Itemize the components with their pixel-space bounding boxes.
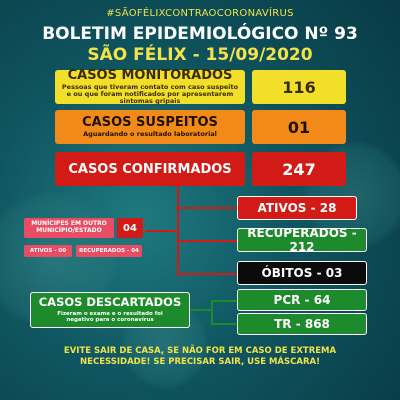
connector-line <box>190 309 212 311</box>
pcr-box: PCR - 64 <box>237 289 367 311</box>
outro-municipio-label: MUNÍCIPES EM OUTRO MUNICÍPIO/ESTADO <box>31 220 107 234</box>
pcr-text: PCR - 64 <box>273 293 331 307</box>
outro-municipio-ativos-box: ATIVOS - 00 <box>24 245 72 257</box>
confirmados-box: CASOS CONFIRMADOS <box>55 152 245 186</box>
outro-municipio-value-box: 04 <box>117 218 143 238</box>
ativos-box: ATIVOS - 28 <box>237 196 357 220</box>
suspeitos-value-box: 01 <box>252 110 346 144</box>
confirmados-value-box: 247 <box>252 152 346 186</box>
outro-municipio-value: 04 <box>123 222 137 234</box>
footer-line-1: EVITE SAIR DE CASA, SE NÃO FOR EM CASO D… <box>63 346 337 356</box>
suspeitos-label: CASOS SUSPEITOS <box>82 114 218 130</box>
outro-municipio-recuperados-box: RECUPERADOS - 04 <box>76 245 142 257</box>
monitorados-value: 116 <box>282 77 316 97</box>
monitorados-label: CASOS MONITORADOS <box>67 67 233 83</box>
connector-line <box>211 300 213 324</box>
connector-line <box>211 300 237 302</box>
connector-line <box>211 323 237 325</box>
connector-line <box>145 230 177 232</box>
suspeitos-note: Aguardando o resultado laboratorial <box>83 129 217 138</box>
outro-municipio-label-box: MUNÍCIPES EM OUTRO MUNICÍPIO/ESTADO <box>24 218 114 238</box>
tr-text: TR - 868 <box>274 317 330 331</box>
tr-box: TR - 868 <box>237 313 367 335</box>
connector-line <box>177 207 237 209</box>
ativos-text: ATIVOS - 28 <box>257 201 337 215</box>
footer-line-2: NECESSIDADE! SE PRECISAR SAIR, USE MÁSCA… <box>80 357 320 368</box>
descartados-note: Fizeram o exame e o resultado foi negati… <box>57 310 163 323</box>
recuperados-text: RECUPERADOS - 212 <box>247 226 357 254</box>
connector-line <box>177 273 237 275</box>
obitos-box: ÓBITOS - 03 <box>237 261 367 285</box>
connector-line <box>177 240 237 242</box>
page-subtitle: SÃO FÉLIX - 15/09/2020 <box>87 45 313 65</box>
recuperados-box: RECUPERADOS - 212 <box>237 226 367 254</box>
hashtag: #SÃOFÉLIXCONTRAOCORONAVÍRUS <box>106 8 294 19</box>
footer-message: EVITE SAIR DE CASA, SE NÃO FOR EM CASO D… <box>10 346 390 369</box>
obitos-text: ÓBITOS - 03 <box>261 266 343 280</box>
outro-municipio-recuperados: RECUPERADOS - 04 <box>79 248 139 254</box>
suspeitos-value: 01 <box>287 117 311 137</box>
monitorados-box: CASOS MONITORADOS Pessoas que tiveram co… <box>55 67 245 106</box>
confirmados-value: 247 <box>282 159 316 179</box>
monitorados-note: Pessoas que tiveram contato com caso sus… <box>61 82 239 106</box>
page-title: BOLETIM EPIDEMIOLÓGICO Nº 93 <box>42 24 358 44</box>
monitorados-value-box: 116 <box>252 70 346 104</box>
connector-line <box>177 186 179 276</box>
descartados-label: CASOS DESCARTADOS <box>38 295 182 310</box>
outro-municipio-ativos: ATIVOS - 00 <box>29 248 67 254</box>
suspeitos-box: CASOS SUSPEITOS Aguardando o resultado l… <box>55 110 245 144</box>
confirmados-label: CASOS CONFIRMADOS <box>68 161 232 177</box>
descartados-box: CASOS DESCARTADOS Fizeram o exame e o re… <box>30 292 190 328</box>
